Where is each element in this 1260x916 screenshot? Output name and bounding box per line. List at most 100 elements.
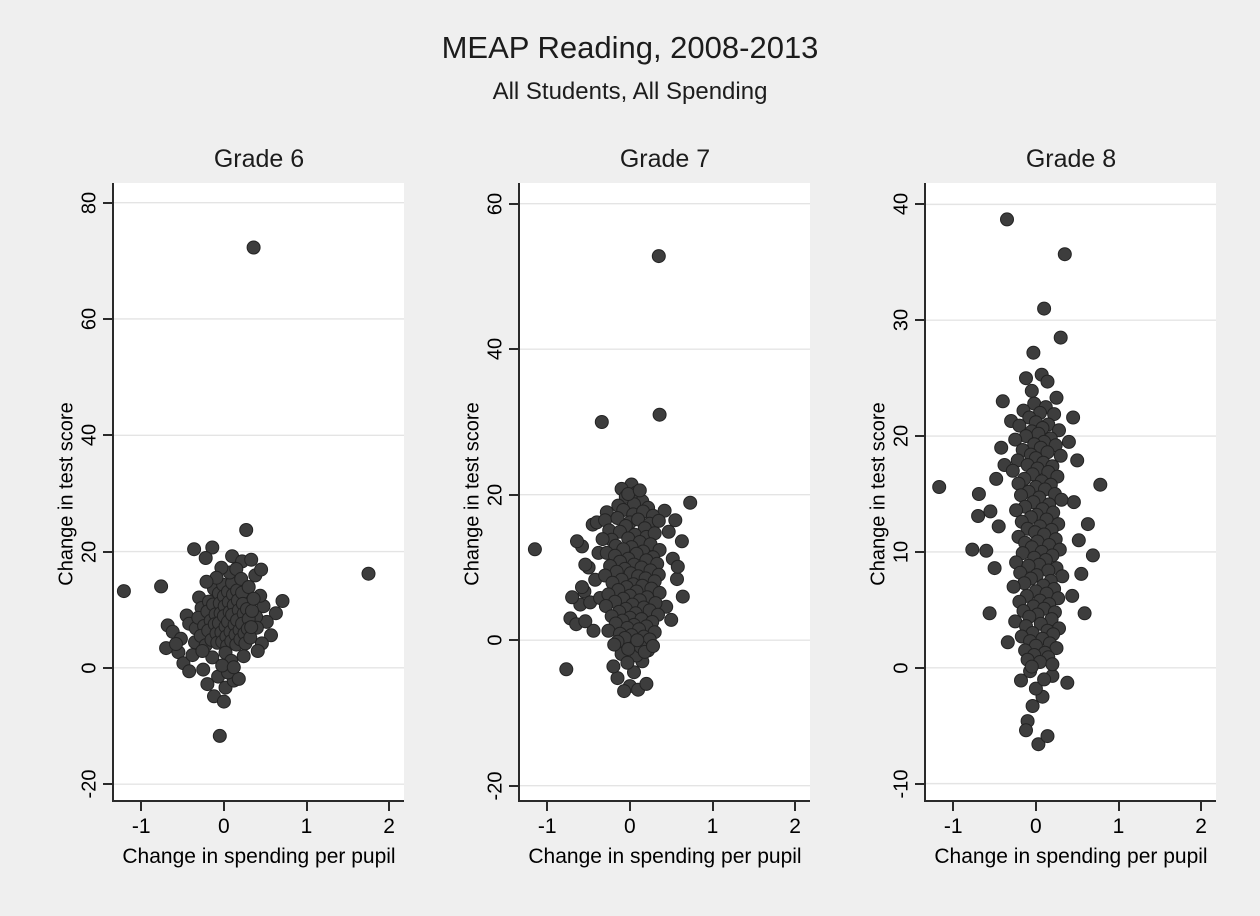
data-point <box>1009 503 1024 518</box>
data-point <box>196 662 211 677</box>
data-point <box>154 579 169 594</box>
data-point <box>1014 673 1028 688</box>
data-point <box>621 487 636 501</box>
data-point <box>595 532 610 547</box>
y-tick-label: -10 <box>890 769 913 799</box>
data-point <box>254 562 269 577</box>
data-point <box>983 504 998 519</box>
data-point <box>1024 659 1039 674</box>
data-point <box>651 249 666 264</box>
figure-title: MEAP Reading, 2008-2013 <box>441 30 819 65</box>
data-point <box>1080 517 1095 532</box>
x-tick-label: -1 <box>131 815 151 838</box>
data-point <box>565 590 580 605</box>
data-point <box>578 557 593 572</box>
data-point <box>1045 657 1060 672</box>
x-tick-label: 0 <box>624 815 636 838</box>
data-point <box>586 623 601 638</box>
data-point <box>570 534 584 549</box>
plot-background <box>114 183 404 801</box>
data-point <box>1026 345 1041 360</box>
y-tick-label: 20 <box>484 483 507 506</box>
data-point <box>1019 371 1033 386</box>
x-tick <box>222 802 225 811</box>
x-axis-title: Change in spending per pupil <box>122 845 396 868</box>
data-point <box>668 513 683 528</box>
panel-title-grade-7: Grade 7 <box>619 145 711 173</box>
data-point <box>1071 533 1086 548</box>
data-point <box>1070 453 1085 468</box>
data-point <box>212 728 227 743</box>
data-point <box>1057 247 1072 262</box>
data-point <box>1025 699 1040 713</box>
data-point <box>116 584 131 599</box>
data-point <box>1005 463 1020 478</box>
x-tick-label: 2 <box>383 815 395 838</box>
data-point <box>198 551 213 565</box>
x-tick-label: 2 <box>789 815 801 838</box>
data-point <box>652 407 667 422</box>
y-tick-label: 40 <box>890 193 913 216</box>
data-point <box>231 671 246 686</box>
y-tick <box>103 666 112 669</box>
x-tick <box>140 802 143 811</box>
x-tick <box>388 802 391 811</box>
data-point <box>1006 579 1021 594</box>
data-point <box>226 660 241 675</box>
data-point <box>630 633 645 648</box>
y-tick-label: 20 <box>890 424 913 448</box>
x-tick <box>952 802 955 811</box>
data-point <box>1037 672 1052 687</box>
data-point <box>578 614 593 629</box>
data-point <box>559 662 574 677</box>
y-tick-label: 40 <box>78 424 101 447</box>
data-point <box>244 620 259 635</box>
data-point <box>239 523 254 537</box>
data-point <box>971 509 986 523</box>
data-point <box>195 644 210 658</box>
y-tick-label: 0 <box>484 634 507 646</box>
data-point <box>1074 566 1089 581</box>
data-point <box>1040 729 1055 744</box>
data-point <box>205 540 220 555</box>
data-point <box>1085 548 1100 563</box>
data-point <box>187 542 202 557</box>
scatter-plot-grade-7 <box>520 183 810 801</box>
y-tick-label: -20 <box>78 769 101 799</box>
y-tick-label: 0 <box>890 662 913 674</box>
data-point <box>1019 723 1033 738</box>
data-point <box>1077 606 1092 621</box>
x-tick-label: 1 <box>1112 815 1125 838</box>
x-axis-title: Change in spending per pupil <box>934 845 1208 868</box>
x-tick <box>711 802 714 811</box>
data-point <box>664 612 679 627</box>
data-point <box>1061 434 1076 449</box>
panel-grade-6: -20 0 20 40 60 80 -1 0 1 2 Grade 6 Change in test s… <box>56 145 404 868</box>
data-point <box>1054 492 1069 507</box>
y-tick <box>103 317 112 320</box>
x-tick <box>1200 802 1203 811</box>
panel-title-grade-8: Grade 8 <box>1025 145 1117 173</box>
data-point <box>1065 588 1080 603</box>
y-axis-line <box>518 183 520 802</box>
data-point <box>1024 383 1039 398</box>
y-tick <box>103 550 112 553</box>
data-point <box>200 677 215 692</box>
data-point <box>1049 390 1064 405</box>
y-axis-line <box>924 183 926 802</box>
x-tick <box>628 802 631 811</box>
x-tick <box>546 802 549 811</box>
panel-grade-7: -20 0 20 40 60 -1 0 1 2 Grade 7 Change in test sco… <box>462 145 810 868</box>
data-point <box>1060 675 1075 690</box>
data-point <box>632 483 647 498</box>
scatter-plot-grade-6 <box>114 183 404 801</box>
plot-background <box>520 183 810 801</box>
data-point <box>995 394 1010 409</box>
x-tick-label: 0 <box>218 815 230 838</box>
data-point <box>1040 374 1055 389</box>
data-point <box>987 561 1002 576</box>
data-point <box>646 639 660 653</box>
data-point <box>620 655 635 670</box>
data-point <box>621 642 636 656</box>
